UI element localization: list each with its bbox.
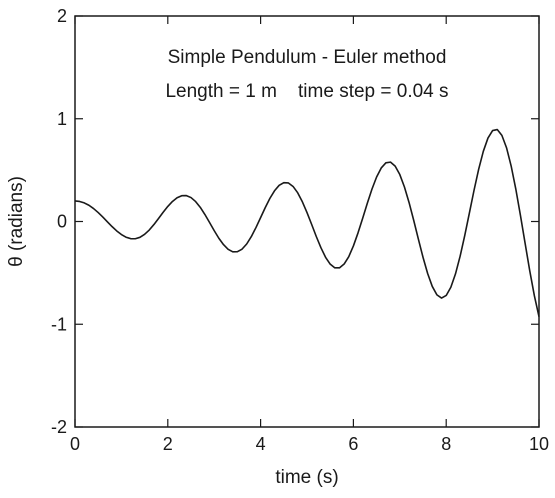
x-tick-label: 2 [163,434,173,454]
x-tick-label: 8 [441,434,451,454]
x-axis-label: time (s) [275,467,338,488]
chart-title: Simple Pendulum - Euler method [168,47,447,68]
y-tick-label: 2 [57,6,67,26]
x-tick-label: 10 [529,434,549,454]
y-tick-label: -1 [51,314,67,334]
plot-frame [74,15,540,428]
y-axis-label: θ (radians) [6,176,27,267]
chart-subtitle: Length = 1 m time step = 0.04 s [165,81,448,102]
x-tick-label: 6 [348,434,358,454]
y-tick-label: -2 [51,417,67,437]
y-tick-label: 0 [57,212,67,232]
x-tick-label: 0 [70,434,80,454]
x-tick-label: 4 [256,434,266,454]
series-line-0 [74,128,540,317]
y-tick-label: 1 [57,109,67,129]
